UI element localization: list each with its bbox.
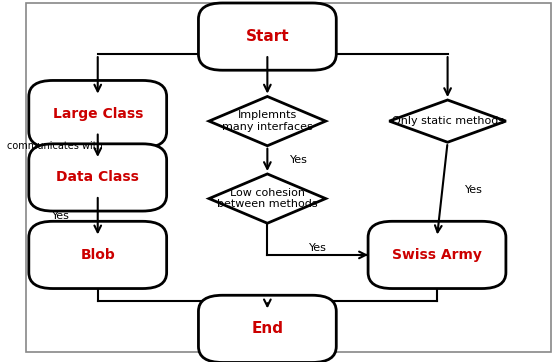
FancyBboxPatch shape xyxy=(199,295,336,362)
Polygon shape xyxy=(209,174,326,223)
Text: communicates with: communicates with xyxy=(7,141,103,151)
Text: End: End xyxy=(251,321,284,336)
Text: Swiss Army: Swiss Army xyxy=(392,248,482,262)
Text: Large Class: Large Class xyxy=(53,107,143,121)
Text: Start: Start xyxy=(245,29,289,44)
Text: Yes: Yes xyxy=(52,211,69,221)
Text: Yes: Yes xyxy=(309,243,327,253)
Polygon shape xyxy=(389,100,506,142)
Text: Yes: Yes xyxy=(465,185,483,195)
Text: Low cohesion
between methods: Low cohesion between methods xyxy=(217,188,317,209)
Text: Yes: Yes xyxy=(290,155,308,165)
FancyBboxPatch shape xyxy=(368,221,506,289)
FancyBboxPatch shape xyxy=(26,3,551,352)
FancyBboxPatch shape xyxy=(29,221,166,289)
Polygon shape xyxy=(209,96,326,146)
FancyBboxPatch shape xyxy=(29,144,166,211)
FancyBboxPatch shape xyxy=(199,3,336,70)
Text: Only static methods: Only static methods xyxy=(391,116,503,126)
FancyBboxPatch shape xyxy=(29,80,166,148)
Text: Implemnts
many interfaces: Implemnts many interfaces xyxy=(222,110,312,132)
Text: Blob: Blob xyxy=(80,248,115,262)
Text: Data Class: Data Class xyxy=(56,171,139,185)
